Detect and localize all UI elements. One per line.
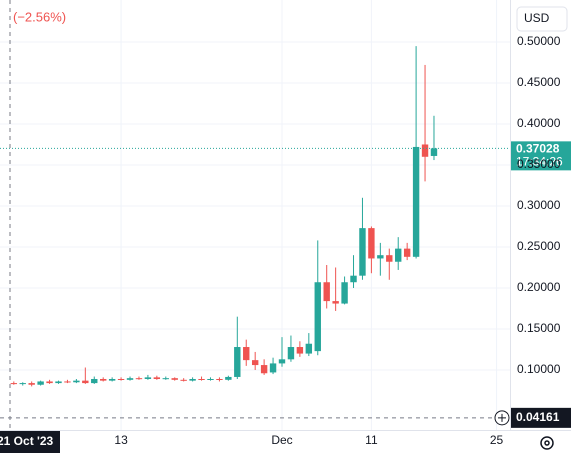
candle-body <box>314 282 321 352</box>
crosshair-price: 0.04161 <box>516 410 560 424</box>
candle-body <box>189 378 196 381</box>
candle-body <box>153 377 161 379</box>
candle-body <box>421 144 429 157</box>
candle-body <box>82 380 89 384</box>
candle-body <box>260 365 268 374</box>
x-tick-label: 25 <box>490 433 504 447</box>
crosshair-date-box <box>0 431 60 453</box>
candle-body <box>395 248 402 262</box>
candle-body <box>100 378 107 381</box>
price-label: 0.37028 <box>516 142 560 156</box>
x-tick-label: 13 <box>114 433 128 447</box>
countdown: 17:34:26 <box>516 155 563 169</box>
candle-body <box>64 381 71 383</box>
x-tick-label: 11 <box>365 433 378 447</box>
y-tick-label: 0.45000 <box>517 75 561 89</box>
currency-button[interactable] <box>516 6 568 32</box>
crosshair-date: 21 Oct '23 <box>0 434 54 448</box>
candle-body <box>323 282 330 302</box>
candle-body <box>28 383 35 385</box>
candle-body <box>135 378 143 380</box>
candle-body <box>412 146 420 257</box>
candle-body <box>46 381 53 384</box>
y-tick-label: 0.10000 <box>517 362 561 376</box>
candle-body <box>430 148 438 156</box>
add-icon <box>498 413 506 422</box>
candle-body <box>251 360 259 366</box>
y-tick-label: 0.15000 <box>517 321 561 335</box>
candle-body <box>368 228 375 259</box>
candle-body <box>162 378 169 380</box>
candle-body <box>91 378 98 384</box>
candle-body <box>332 301 339 304</box>
candle-body <box>55 381 62 384</box>
candle-body <box>377 255 384 259</box>
candle-body <box>10 383 17 385</box>
settings-icon[interactable] <box>540 436 554 450</box>
y-tick-label: 0.20000 <box>517 280 561 294</box>
candle-body <box>144 377 152 379</box>
candle-body <box>216 378 223 380</box>
candle-body <box>287 347 295 360</box>
candle-body <box>225 376 232 380</box>
candles <box>10 46 438 387</box>
candle-body <box>180 379 187 381</box>
y-tick-label: 0.25000 <box>517 239 561 253</box>
price-label-box <box>511 141 571 171</box>
candle-body <box>73 380 80 383</box>
candle-body <box>269 363 277 373</box>
change-label: (−2.56%) <box>13 9 66 24</box>
candle-body <box>19 383 26 385</box>
crosshair-price-box <box>511 407 571 428</box>
y-tick-label: 0.50000 <box>517 34 561 48</box>
candle-body <box>296 347 304 354</box>
candle-body <box>305 343 313 354</box>
candle-body <box>126 378 134 380</box>
candle-body <box>207 378 214 380</box>
x-tick-label: Dec <box>271 433 292 447</box>
candle-body <box>278 359 286 364</box>
candle-body <box>341 282 348 304</box>
candle-body <box>386 255 393 262</box>
candle-body <box>234 347 241 377</box>
candle-body <box>108 378 116 381</box>
candle-body <box>198 378 205 380</box>
y-tick-label: 0.40000 <box>517 116 561 130</box>
candle-body <box>117 378 125 380</box>
candle-body <box>243 347 250 361</box>
y-tick-label: 0.30000 <box>517 198 561 212</box>
candle-body <box>350 275 357 283</box>
currency[interactable]: USD <box>524 11 550 25</box>
candle-body <box>359 228 366 276</box>
y-tick-label: 0.35000 <box>517 157 561 171</box>
candle-body <box>171 378 178 380</box>
candle-body <box>403 248 411 257</box>
settings-icon-center <box>544 440 550 446</box>
candle-body <box>37 381 44 385</box>
